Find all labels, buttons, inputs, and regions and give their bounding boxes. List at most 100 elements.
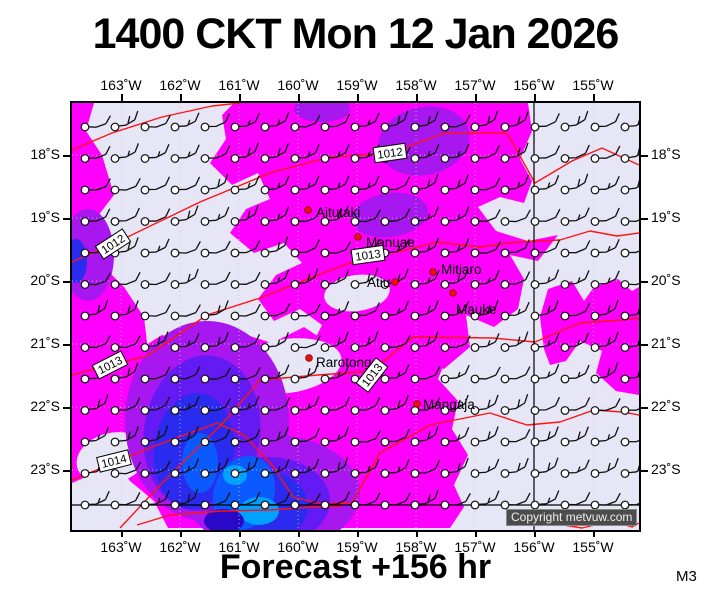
wind-barb-staff (508, 247, 526, 254)
wind-barb-tick (525, 271, 531, 281)
wind-barb-tick (135, 492, 141, 501)
wind-barb-staff (88, 307, 106, 316)
wind-barb (560, 459, 590, 478)
wind-barb-staff (88, 343, 106, 349)
map-frame: Aitutaki Manuae Mitiaro Atiu Mauke Rarotonga M… (70, 101, 641, 532)
wind-barb-tick (97, 304, 101, 313)
wind-barb-station-circle (350, 311, 360, 321)
wind-barb-tick (105, 208, 111, 218)
wind-barb-station-circle (170, 248, 180, 258)
wind-barb-staff (208, 308, 226, 316)
wind-barb-station-circle (470, 311, 480, 321)
wind-barb-staff (628, 309, 639, 316)
wind-barb-tick (404, 428, 411, 438)
wind-barb-tick (344, 113, 351, 123)
wind-barb-station-circle (530, 500, 540, 510)
wind-barb-staff (418, 152, 436, 159)
wind-barb-station-circle (350, 374, 360, 384)
wind-barb-staff (418, 339, 436, 348)
isobar-label: 1014 (96, 449, 132, 473)
wind-barb-station-circle (560, 469, 570, 478)
wind-barb-tick (524, 239, 530, 249)
wind-barb-tick (277, 431, 281, 439)
wind-barb-station-circle (440, 311, 450, 321)
wind-barb-station-circle (500, 469, 510, 478)
wind-barb-station-circle (200, 154, 210, 163)
wind-barb-staff (268, 405, 286, 411)
wind-barb-tick (344, 491, 350, 501)
lat-tick (63, 218, 70, 220)
wind-barb (290, 114, 321, 132)
wind-barb (80, 178, 111, 195)
wind-barb-station-circle (500, 248, 510, 258)
svg-text:1013: 1013 (355, 248, 382, 263)
lon-label: 158˚W (395, 77, 437, 93)
wind-barb-staff (598, 308, 616, 316)
wind-barb-staff (238, 436, 256, 443)
wind-barb-station-circle (410, 122, 420, 132)
wind-barb-staff (88, 402, 106, 411)
wind-barb (140, 238, 170, 258)
wind-barb-tick (487, 277, 491, 283)
wind-barb-tick (135, 272, 141, 281)
wind-barb-tick (577, 115, 581, 124)
wind-barb (440, 143, 470, 163)
wind-barb-tick (517, 462, 521, 471)
wind-barb-staff (568, 215, 586, 222)
wind-barb (80, 299, 109, 321)
wind-barb-staff (388, 467, 406, 474)
wind-barb (230, 395, 260, 415)
wind-barb-staff (568, 152, 586, 159)
wind-barb-station-circle (410, 343, 420, 352)
wind-barb-staff (478, 374, 496, 380)
wind-barb-tick (134, 207, 140, 217)
wind-barb (140, 115, 171, 132)
wind-barb-staff (388, 372, 406, 379)
wind-barb-staff (478, 185, 496, 191)
wind-barb (440, 335, 471, 352)
wind-barb (380, 428, 411, 447)
wind-barb-staff (298, 466, 316, 474)
wind-barb-staff (298, 500, 317, 506)
wind-barb (140, 304, 171, 321)
wind-barb-tick (404, 238, 410, 248)
wind-barb-tick (314, 396, 320, 406)
wind-barb-tick (404, 110, 409, 120)
wind-barb-staff (538, 247, 556, 254)
wind-barb-staff (568, 434, 586, 442)
lon-tick (121, 530, 123, 537)
wind-barb (440, 457, 469, 478)
wind-barb-station-circle (110, 374, 120, 384)
wind-barb-staff (298, 343, 317, 349)
wind-barb (140, 331, 169, 352)
wind-barb-tick (187, 403, 191, 409)
wind-barb (590, 426, 620, 447)
wind-barb-tick (105, 115, 112, 125)
wind-barb-tick (307, 403, 311, 409)
wind-barb-tick (254, 205, 259, 215)
wind-barb-station-circle (500, 122, 510, 132)
wind-barb-tick (524, 301, 530, 311)
wind-barb-station-circle (290, 500, 300, 510)
wind-barb-staff (508, 402, 526, 411)
wind-barb-staff (628, 500, 639, 506)
wind-barb-staff (268, 310, 286, 317)
lat-tick (641, 218, 648, 220)
wind-barb-tick (187, 273, 191, 282)
wind-barb-tick (427, 277, 431, 283)
wind-barb-tick (554, 396, 561, 406)
wind-barb-tick (404, 176, 411, 186)
wind-barb-tick (494, 426, 499, 436)
wind-barb-tick (315, 303, 321, 313)
wind-barb-tick (554, 457, 559, 467)
wind-barb-station-circle (80, 469, 90, 478)
wind-barb-tick (434, 111, 439, 121)
wind-barb-station-circle (410, 469, 420, 478)
wind-barb-staff (358, 339, 376, 348)
wind-barb-station-circle (170, 185, 180, 195)
wind-barb (290, 428, 320, 447)
wind-barb-tick (457, 462, 461, 471)
lon-label: 160˚W (277, 539, 319, 555)
lat-tick (641, 470, 648, 472)
wind-barb-staff (88, 153, 106, 159)
